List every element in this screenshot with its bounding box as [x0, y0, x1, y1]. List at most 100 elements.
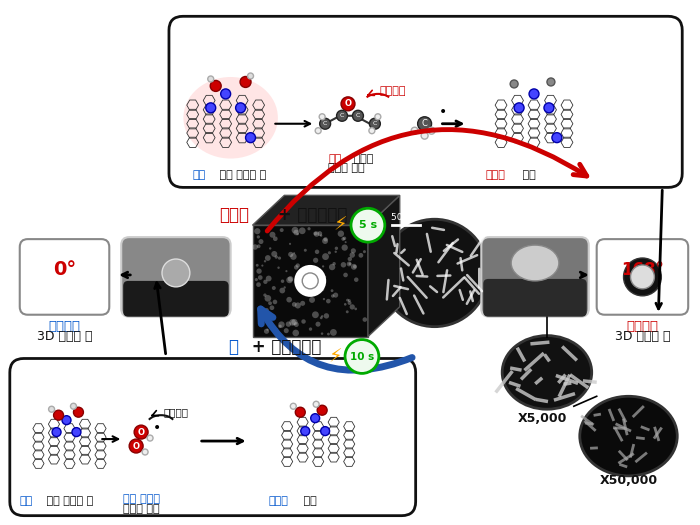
Circle shape — [358, 253, 363, 258]
Circle shape — [342, 237, 345, 241]
Circle shape — [330, 289, 333, 292]
Circle shape — [256, 282, 261, 287]
Circle shape — [313, 401, 319, 407]
Circle shape — [529, 89, 539, 99]
Circle shape — [363, 317, 367, 322]
Circle shape — [74, 407, 83, 417]
Circle shape — [330, 329, 337, 336]
Circle shape — [345, 340, 379, 373]
Circle shape — [346, 299, 349, 302]
Ellipse shape — [183, 77, 278, 159]
Circle shape — [289, 243, 291, 245]
Circle shape — [261, 323, 263, 325]
Circle shape — [280, 228, 284, 232]
Text: 0°: 0° — [53, 260, 76, 279]
Circle shape — [54, 410, 64, 420]
Circle shape — [71, 403, 76, 409]
Circle shape — [147, 435, 153, 441]
FancyBboxPatch shape — [596, 239, 688, 314]
Circle shape — [301, 319, 306, 324]
Text: O: O — [344, 99, 351, 108]
FancyBboxPatch shape — [10, 359, 416, 516]
Circle shape — [363, 250, 366, 253]
Circle shape — [323, 313, 329, 319]
Circle shape — [510, 80, 518, 88]
Ellipse shape — [511, 245, 559, 281]
Text: 수산기: 수산기 — [268, 496, 288, 506]
FancyBboxPatch shape — [123, 281, 229, 317]
Circle shape — [295, 264, 300, 268]
Circle shape — [246, 133, 256, 143]
Circle shape — [260, 314, 267, 320]
Circle shape — [277, 267, 280, 269]
Circle shape — [342, 245, 348, 251]
Circle shape — [307, 227, 311, 230]
Circle shape — [337, 110, 347, 121]
Circle shape — [279, 324, 281, 328]
Circle shape — [265, 308, 269, 312]
Circle shape — [314, 232, 319, 237]
Text: •: • — [438, 105, 447, 119]
Text: 도핑 그래핀 폼: 도핑 그래핀 폼 — [43, 496, 93, 506]
Circle shape — [295, 266, 325, 296]
Circle shape — [354, 308, 357, 310]
Circle shape — [349, 253, 355, 258]
Text: 5 s: 5 s — [359, 220, 377, 230]
FancyBboxPatch shape — [20, 239, 109, 314]
Circle shape — [357, 228, 363, 234]
Circle shape — [321, 288, 324, 291]
Ellipse shape — [502, 335, 592, 409]
Circle shape — [289, 319, 296, 326]
Text: ⚡: ⚡ — [333, 216, 347, 235]
Circle shape — [344, 303, 346, 306]
Circle shape — [552, 133, 562, 143]
Polygon shape — [253, 195, 400, 225]
Text: 화학적 흡착: 화학적 흡착 — [328, 163, 365, 173]
Circle shape — [349, 262, 351, 265]
Circle shape — [258, 239, 263, 244]
Circle shape — [326, 299, 330, 303]
Circle shape — [322, 253, 329, 260]
Circle shape — [293, 229, 299, 235]
Circle shape — [286, 297, 292, 302]
Circle shape — [317, 405, 327, 415]
Circle shape — [321, 315, 323, 318]
Circle shape — [220, 89, 230, 99]
Circle shape — [320, 317, 323, 319]
Circle shape — [295, 407, 305, 417]
Circle shape — [337, 230, 344, 237]
Text: 플라즈마: 플라즈마 — [163, 407, 188, 417]
Circle shape — [514, 103, 524, 113]
Circle shape — [288, 252, 293, 257]
Circle shape — [312, 288, 314, 290]
Text: ⚡: ⚡ — [328, 347, 342, 366]
Circle shape — [369, 128, 375, 134]
Circle shape — [341, 262, 346, 268]
Circle shape — [323, 237, 328, 242]
Circle shape — [240, 77, 251, 88]
Circle shape — [421, 132, 428, 139]
Circle shape — [236, 103, 246, 113]
Circle shape — [264, 329, 269, 334]
Circle shape — [284, 328, 289, 333]
Circle shape — [270, 306, 274, 310]
Circle shape — [254, 228, 260, 234]
Circle shape — [353, 265, 357, 268]
FancyBboxPatch shape — [169, 16, 682, 187]
Text: 50 μm: 50 μm — [391, 213, 420, 222]
Circle shape — [294, 265, 298, 270]
Circle shape — [279, 288, 285, 293]
Circle shape — [354, 277, 358, 282]
Circle shape — [256, 268, 262, 274]
Circle shape — [333, 292, 338, 298]
Circle shape — [381, 219, 489, 327]
Circle shape — [272, 251, 277, 257]
Polygon shape — [253, 225, 368, 337]
Circle shape — [142, 449, 148, 455]
Text: 메틸기: 메틸기 — [485, 171, 505, 181]
Text: 3D 그래핀 폼: 3D 그래핀 폼 — [615, 330, 670, 343]
Circle shape — [264, 260, 266, 262]
Circle shape — [265, 255, 271, 261]
Circle shape — [48, 406, 55, 412]
Circle shape — [332, 262, 336, 265]
